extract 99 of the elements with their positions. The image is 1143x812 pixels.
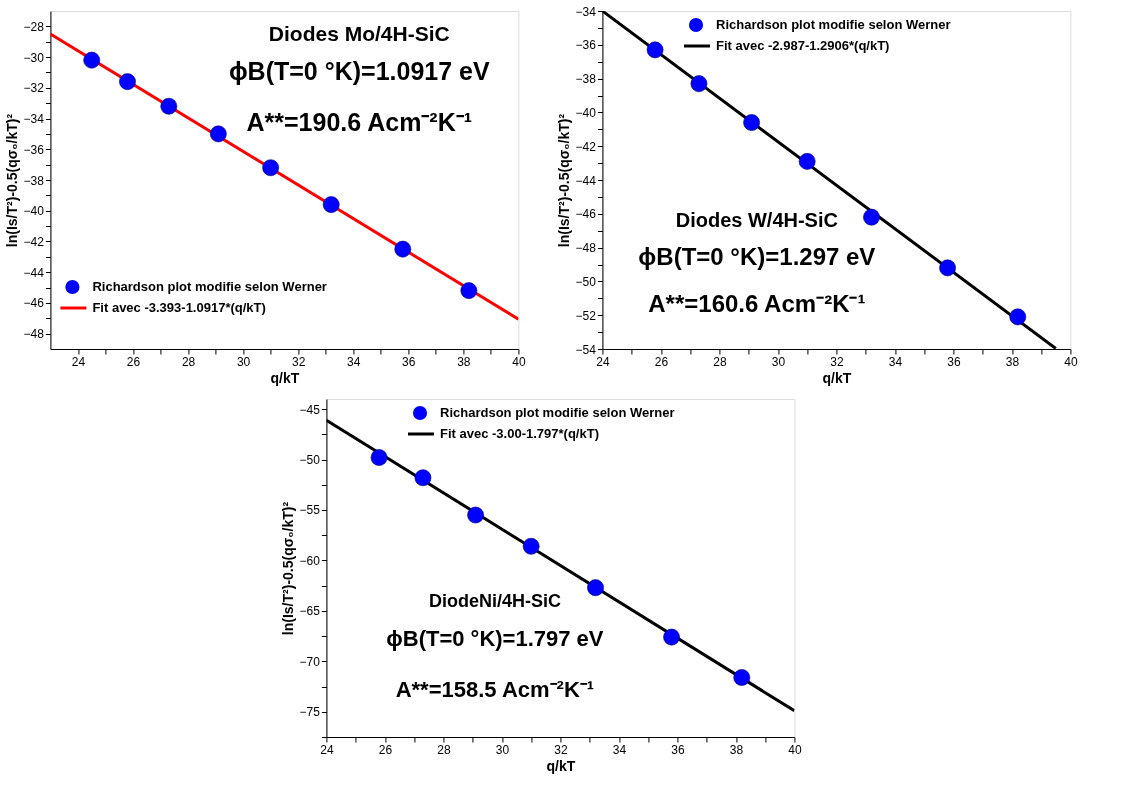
annotation: A**=158.5 Acm⁻²K⁻¹ <box>395 676 595 702</box>
point <box>460 282 478 299</box>
y-tick-label: −34 <box>575 4 597 19</box>
y-tick-label: −46 <box>23 296 45 311</box>
annotation: ϕB(T=0 °K)=1.297 eV <box>638 242 876 270</box>
y-tick-label: −36 <box>575 38 597 53</box>
y-tick-label: −50 <box>575 274 597 289</box>
point <box>209 125 227 143</box>
legend-label: Fit avec -2.987-1.2906*(q/kT) <box>716 38 890 53</box>
y-tick-label: −55 <box>299 503 321 518</box>
point <box>798 153 816 170</box>
y-tick-label: −40 <box>575 105 597 120</box>
legend-label: Fit avec -3.393-1.0917*(q/kT) <box>92 300 266 315</box>
point <box>863 208 880 226</box>
x-tick-label: 30 <box>771 354 786 369</box>
x-tick-label: 40 <box>788 742 802 757</box>
x-tick-label: 38 <box>729 742 744 757</box>
legend-label: Richardson plot modifie selon Werner <box>92 279 327 294</box>
x-tick-label: 36 <box>947 354 961 369</box>
x-tick-label: 30 <box>495 742 510 757</box>
y-axis-title: ln(Is/T²)-0.5(qσ₀/kT)² <box>555 113 572 248</box>
y-axis-title: ln(Is/T²)-0.5(qσ₀/kT)² <box>3 113 20 248</box>
y-tick-label: −42 <box>23 234 45 249</box>
y-tick-label: −45 <box>299 402 321 417</box>
y-tick-label: −44 <box>23 265 45 280</box>
y-tick-label: −34 <box>23 112 45 127</box>
x-tick-label: 28 <box>713 354 727 369</box>
y-tick-label: −38 <box>23 173 45 188</box>
point <box>733 669 751 686</box>
point <box>467 506 484 524</box>
point <box>322 196 340 213</box>
y-tick-label: −40 <box>23 204 45 219</box>
x-tick-label: 36 <box>671 742 685 757</box>
annotation: Diodes W/4H-SiC <box>675 208 838 231</box>
y-tick-label: −60 <box>299 553 321 568</box>
x-axis-title: q/kT <box>270 369 300 386</box>
x-tick-label: 26 <box>126 354 141 369</box>
point <box>690 75 708 93</box>
point <box>83 51 101 69</box>
x-axis-title: q/kT <box>822 369 852 386</box>
y-axis-title: ln(Is/T²)-0.5(qσ₀/kT)² <box>279 501 296 636</box>
y-tick-label: −50 <box>299 453 321 468</box>
y-tick-label: −36 <box>23 142 45 157</box>
x-tick-label: 28 <box>437 742 451 757</box>
point <box>160 97 178 115</box>
point <box>663 628 680 646</box>
point <box>394 240 412 258</box>
point <box>370 449 388 466</box>
x-tick-label: 34 <box>347 354 361 369</box>
annotation: A**=190.6 Acm⁻²K⁻¹ <box>246 107 473 136</box>
legend-label: Fit avec -3.00-1.797*(q/kT) <box>440 426 599 441</box>
x-tick-label: 32 <box>292 354 306 369</box>
y-tick-label: −48 <box>575 241 597 256</box>
x-tick-label: 28 <box>181 354 196 369</box>
y-tick-label: −65 <box>299 604 321 619</box>
x-tick-label: 32 <box>830 354 844 369</box>
point <box>743 114 760 131</box>
y-tick-label: −70 <box>299 654 321 669</box>
x-tick-label: 26 <box>378 742 393 757</box>
point <box>414 469 432 487</box>
point <box>119 73 136 91</box>
x-axis-title: q/kT <box>546 757 576 774</box>
y-tick-label: −44 <box>575 173 597 188</box>
point <box>262 159 280 177</box>
annotation: DiodeNi/4H-SiC <box>428 590 561 611</box>
point <box>587 579 604 597</box>
y-tick-label: −46 <box>575 207 597 222</box>
x-tick-label: 40 <box>512 354 526 369</box>
annotation: ϕB(T=0 °K)=1.0917 eV <box>228 56 491 85</box>
y-tick-label: −48 <box>23 327 45 342</box>
x-tick-label: 34 <box>612 742 627 757</box>
point <box>939 259 956 277</box>
point <box>646 41 664 59</box>
annotation: ϕB(T=0 °K)=1.797 eV <box>386 625 604 651</box>
y-tick-label: −32 <box>23 81 45 96</box>
x-tick-label: 34 <box>888 354 903 369</box>
y-tick-label: −30 <box>23 50 45 65</box>
x-tick-label: 24 <box>596 354 610 369</box>
y-tick-label: −75 <box>299 705 321 720</box>
y-tick-label: −28 <box>23 19 45 34</box>
x-tick-label: 26 <box>654 354 669 369</box>
x-tick-label: 40 <box>1064 354 1078 369</box>
annotation: Diodes Mo/4H-SiC <box>268 21 450 45</box>
y-tick-label: −38 <box>575 72 597 87</box>
x-tick-label: 38 <box>1005 354 1020 369</box>
legend-label: Richardson plot modifie selon Werner <box>440 405 675 420</box>
annotation: A**=160.6 Acm⁻²K⁻¹ <box>648 290 866 318</box>
y-tick-label: −54 <box>575 342 597 357</box>
x-tick-label: 24 <box>71 354 86 369</box>
y-tick-label: −52 <box>575 308 597 323</box>
x-tick-label: 30 <box>236 354 251 369</box>
point <box>1009 308 1027 326</box>
y-tick-label: −42 <box>575 139 597 154</box>
x-tick-label: 24 <box>320 742 334 757</box>
x-tick-label: 32 <box>554 742 568 757</box>
point <box>522 537 540 555</box>
x-tick-label: 36 <box>402 354 416 369</box>
x-tick-label: 38 <box>457 354 471 369</box>
legend-label: Richardson plot modifie selon Werner <box>716 17 951 32</box>
